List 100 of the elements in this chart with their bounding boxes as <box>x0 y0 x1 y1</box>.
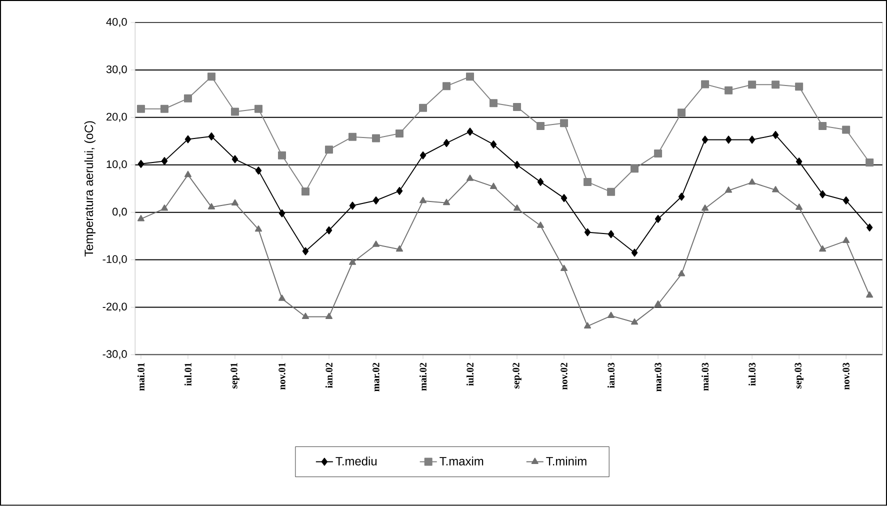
point <box>866 158 874 167</box>
point <box>254 226 262 232</box>
x-tick-label: iul.03 <box>748 362 756 386</box>
point <box>184 94 192 103</box>
point <box>654 300 662 307</box>
point <box>748 80 756 89</box>
point <box>866 224 873 232</box>
point <box>184 170 192 178</box>
point <box>302 247 309 256</box>
point <box>772 186 780 192</box>
point <box>608 312 615 318</box>
point <box>560 119 568 128</box>
point <box>866 291 874 298</box>
point <box>796 204 803 210</box>
point <box>513 204 521 211</box>
point <box>208 203 216 210</box>
point <box>208 132 215 140</box>
point <box>725 186 732 193</box>
point <box>796 158 802 166</box>
point <box>348 132 356 141</box>
point <box>324 146 333 154</box>
point <box>748 136 756 144</box>
point <box>608 230 614 238</box>
point <box>536 122 545 130</box>
y-tick-label: -30,0 <box>102 350 127 360</box>
point <box>207 72 216 81</box>
point <box>278 151 286 160</box>
x-tick-label: mar.03 <box>654 362 662 392</box>
point <box>490 140 497 149</box>
point <box>560 194 568 202</box>
point <box>396 130 404 138</box>
point <box>349 202 356 210</box>
point <box>631 248 638 257</box>
x-tick-label: mai.01 <box>137 363 144 391</box>
x-tick-label: iul.02 <box>466 362 474 386</box>
point <box>442 82 451 90</box>
y-tick-label: -20,0 <box>102 302 127 312</box>
point <box>536 222 544 228</box>
point <box>443 139 450 148</box>
point <box>325 312 333 320</box>
point <box>842 236 850 244</box>
x-tick-label: nov.02 <box>560 362 568 390</box>
y-tick-label: -10,0 <box>102 255 127 264</box>
point <box>466 174 474 181</box>
x-tick-label: sep.02 <box>512 362 522 389</box>
point <box>724 86 733 94</box>
point <box>584 322 592 329</box>
point <box>584 178 592 186</box>
y-tick-label: 10,0 <box>106 160 127 170</box>
point <box>232 155 238 164</box>
point <box>255 166 262 175</box>
point <box>138 160 144 168</box>
point <box>490 99 498 108</box>
x-tick-label: iul.01 <box>184 363 192 386</box>
point <box>161 157 168 166</box>
y-tick-label: 40,0 <box>106 18 127 28</box>
y-tick-label: 30,0 <box>106 66 127 75</box>
x-tick-label: nov.03 <box>842 362 850 390</box>
point <box>842 126 850 134</box>
point <box>654 150 662 158</box>
point <box>231 199 239 206</box>
point <box>584 228 591 236</box>
legend-label: T.minim <box>546 456 586 466</box>
point <box>326 226 332 234</box>
x-tick-label: mai.03 <box>702 362 709 391</box>
point <box>442 198 450 206</box>
x-tick-label: nov.01 <box>278 363 286 390</box>
point <box>420 151 426 160</box>
point <box>702 204 709 211</box>
x-tick-label: mai.02 <box>419 362 427 391</box>
point <box>772 80 780 89</box>
y-tick-label: 20,0 <box>106 113 127 122</box>
point <box>631 318 638 325</box>
x-tick-label: mar.02 <box>372 362 380 392</box>
point <box>725 136 732 144</box>
point <box>466 128 474 136</box>
x-tick-label: ian.03 <box>608 362 615 388</box>
point <box>301 188 310 196</box>
point <box>419 104 428 112</box>
x-tick-label: ian.02 <box>325 362 333 388</box>
point <box>230 108 239 116</box>
point <box>278 294 286 302</box>
point <box>372 240 380 247</box>
point <box>654 215 662 224</box>
point <box>537 178 544 186</box>
point <box>819 245 826 252</box>
point <box>278 209 286 218</box>
point <box>678 192 685 201</box>
point <box>160 104 168 113</box>
point <box>678 270 686 276</box>
y-axis-title: Temperatura aerului, (oC) <box>84 121 96 257</box>
point <box>702 136 708 144</box>
point <box>396 187 403 196</box>
point <box>160 204 168 211</box>
legend-label: T.maxim <box>440 456 484 466</box>
point <box>490 182 498 190</box>
point <box>748 178 756 185</box>
point <box>302 312 310 320</box>
point <box>560 264 568 272</box>
point <box>795 82 804 91</box>
